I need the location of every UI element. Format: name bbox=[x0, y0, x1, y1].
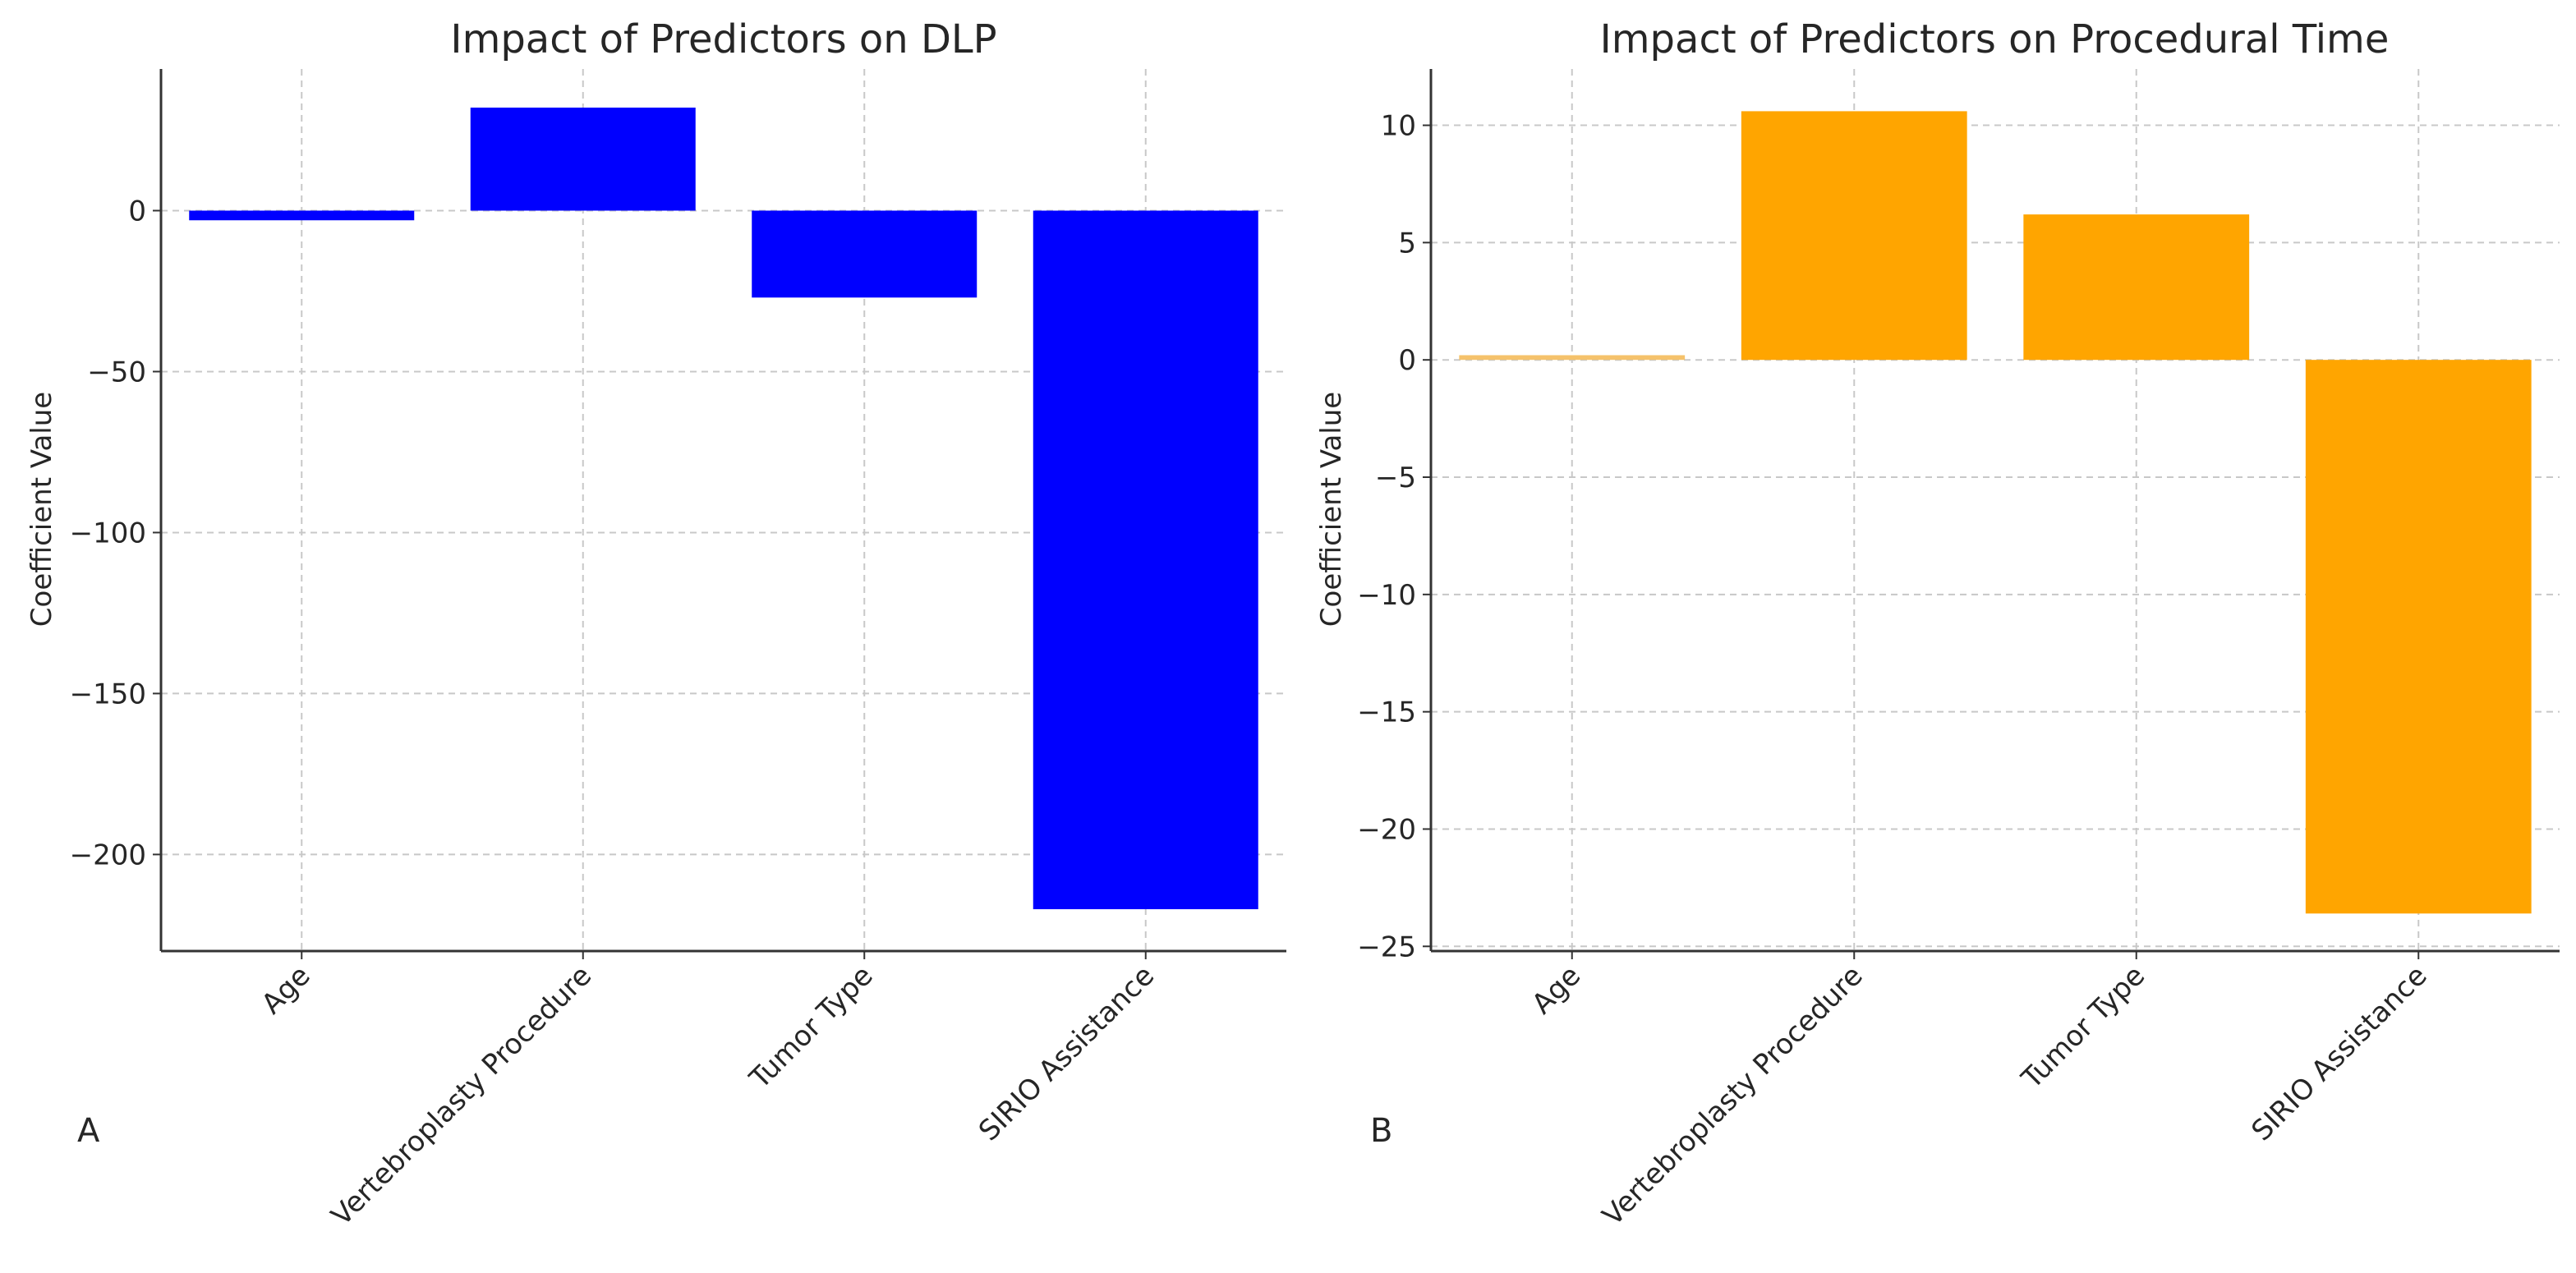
bar-age bbox=[1459, 355, 1686, 361]
y-tick-label: −100 bbox=[70, 517, 146, 549]
panel-dlp: Impact of Predictors on DLP Coefficient … bbox=[25, 16, 1286, 1232]
y-axis-label-dlp: Coefficient Value bbox=[25, 392, 58, 627]
x-tick-label-vertebroplasty-procedure: Vertebroplasty Procedure bbox=[325, 959, 598, 1232]
y-tick-label: −150 bbox=[70, 678, 146, 710]
y-tick-label: −5 bbox=[1375, 462, 1416, 494]
y-tick-label: −10 bbox=[1357, 579, 1416, 612]
y-tick-label: −50 bbox=[87, 356, 146, 388]
bar-tumor-type bbox=[2023, 214, 2250, 361]
x-tick-label-age: Age bbox=[1525, 959, 1587, 1021]
panel-label-a: A bbox=[77, 1112, 100, 1150]
x-tick-label-sirio-assistance: SIRIO Assistance bbox=[2246, 959, 2434, 1147]
bar-vertebroplasty-procedure bbox=[1741, 111, 1967, 361]
bar-tumor-type bbox=[752, 210, 978, 298]
bars-time bbox=[1459, 111, 2532, 914]
y-tick-label: 0 bbox=[128, 195, 146, 227]
panel-procedural-time: Impact of Predictors on Procedural Time … bbox=[1315, 16, 2560, 1232]
y-tick-label: 5 bbox=[1398, 227, 1416, 260]
x-tick-label-sirio-assistance: SIRIO Assistance bbox=[973, 959, 1161, 1147]
bar-sirio-assistance bbox=[1033, 210, 1258, 910]
x-tick-label-tumor-type: Tumor Type bbox=[2015, 959, 2151, 1096]
y-tick-label: −25 bbox=[1357, 931, 1416, 963]
x-tick-label-age: Age bbox=[255, 959, 317, 1021]
y-tick-label: 0 bbox=[1398, 344, 1416, 377]
bar-sirio-assistance bbox=[2305, 360, 2532, 914]
grid-time bbox=[1431, 69, 2560, 951]
bar-vertebroplasty-procedure bbox=[470, 108, 696, 211]
y-tick-label: −15 bbox=[1357, 696, 1416, 729]
chart-title-procedural-time: Impact of Predictors on Procedural Time bbox=[1600, 16, 2390, 62]
x-tick-label-tumor-type: Tumor Type bbox=[743, 959, 879, 1096]
y-tick-label: −200 bbox=[70, 839, 146, 871]
y-axis-label-procedural-time: Coefficient Value bbox=[1315, 392, 1348, 627]
y-tick-label: −20 bbox=[1357, 813, 1416, 846]
chart-title-dlp: Impact of Predictors on DLP bbox=[450, 16, 996, 62]
bar-age bbox=[189, 210, 415, 221]
y-tick-label: 10 bbox=[1381, 110, 1416, 143]
bars-dlp bbox=[189, 108, 1258, 910]
x-tick-label-vertebroplasty-procedure: Vertebroplasty Procedure bbox=[1596, 959, 1869, 1232]
panel-label-b: B bbox=[1370, 1112, 1392, 1150]
